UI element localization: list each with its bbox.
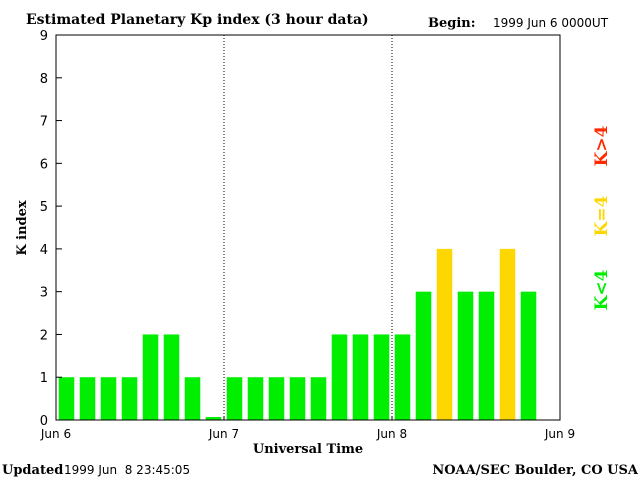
kp-bar-9	[226, 377, 243, 420]
y-tick-label: 6	[40, 157, 48, 172]
updated-label: Updated	[2, 463, 63, 478]
kp-bar-3	[100, 377, 117, 420]
y-axis-label: K index	[15, 200, 30, 256]
kp-bar-18	[415, 291, 432, 420]
kp-bar-5	[142, 334, 159, 420]
x-tick-label: Jun 6	[40, 427, 71, 441]
kp-bar-14	[331, 334, 348, 420]
bar-series	[58, 248, 537, 420]
x-tick-label: Jun 8	[376, 427, 407, 441]
x-axis-ticks: Jun 6 Jun 7 Jun 8 Jun 9	[40, 416, 575, 441]
kp-bar-22	[499, 248, 516, 420]
kp-bar-21	[478, 291, 495, 420]
kp-bar-8	[205, 417, 222, 420]
y-tick-label: 5	[40, 200, 48, 215]
kp-bar-2	[79, 377, 96, 420]
y-axis-ticks: 0 1 2 3 4 5 6 7 8 9	[40, 29, 62, 429]
kp-bar-23	[520, 291, 537, 420]
kp-bar-4	[121, 377, 138, 420]
source-credit: NOAA/SEC Boulder, CO USA	[432, 463, 639, 478]
kp-bar-16	[373, 334, 390, 420]
x-tick-label: Jun 9	[544, 427, 575, 441]
x-axis-label: Universal Time	[253, 442, 363, 457]
legend-item-1: K<4	[592, 269, 612, 310]
kp-bar-20	[457, 291, 474, 420]
y-tick-label: 3	[40, 286, 48, 301]
kp-bar-10	[247, 377, 264, 420]
y-tick-label: 0	[40, 414, 48, 429]
x-tick-label: Jun 7	[208, 427, 239, 441]
legend-item-3: K>4	[592, 125, 612, 166]
chart-title: Estimated Planetary Kp index (3 hour dat…	[26, 12, 369, 28]
kp-bar-12	[289, 377, 306, 420]
kp-bar-15	[352, 334, 369, 420]
kp-bar-1	[58, 377, 75, 420]
plot-frame	[55, 34, 561, 421]
chart-legend: K<4 K=4 K>4	[592, 125, 612, 310]
kp-bar-6	[163, 334, 180, 420]
y-tick-label: 2	[40, 328, 48, 343]
y-tick-label: 8	[40, 72, 48, 87]
y-tick-label: 1	[40, 371, 48, 386]
chart-grid	[223, 35, 393, 420]
kp-bar-19	[436, 248, 453, 420]
legend-item-2: K=4	[592, 195, 612, 236]
kp-bar-17	[394, 334, 411, 420]
begin-label: Begin:	[428, 16, 476, 31]
kp-bar-13	[310, 377, 327, 420]
begin-value: 1999 Jun 6 0000UT	[493, 16, 609, 30]
kp-bar-11	[268, 377, 285, 420]
y-tick-label: 4	[40, 243, 48, 258]
kp-bar-7	[184, 377, 201, 420]
updated-value: 1999 Jun 8 23:45:05	[64, 463, 190, 477]
y-tick-label: 9	[40, 29, 48, 44]
y-tick-label: 7	[40, 115, 48, 130]
